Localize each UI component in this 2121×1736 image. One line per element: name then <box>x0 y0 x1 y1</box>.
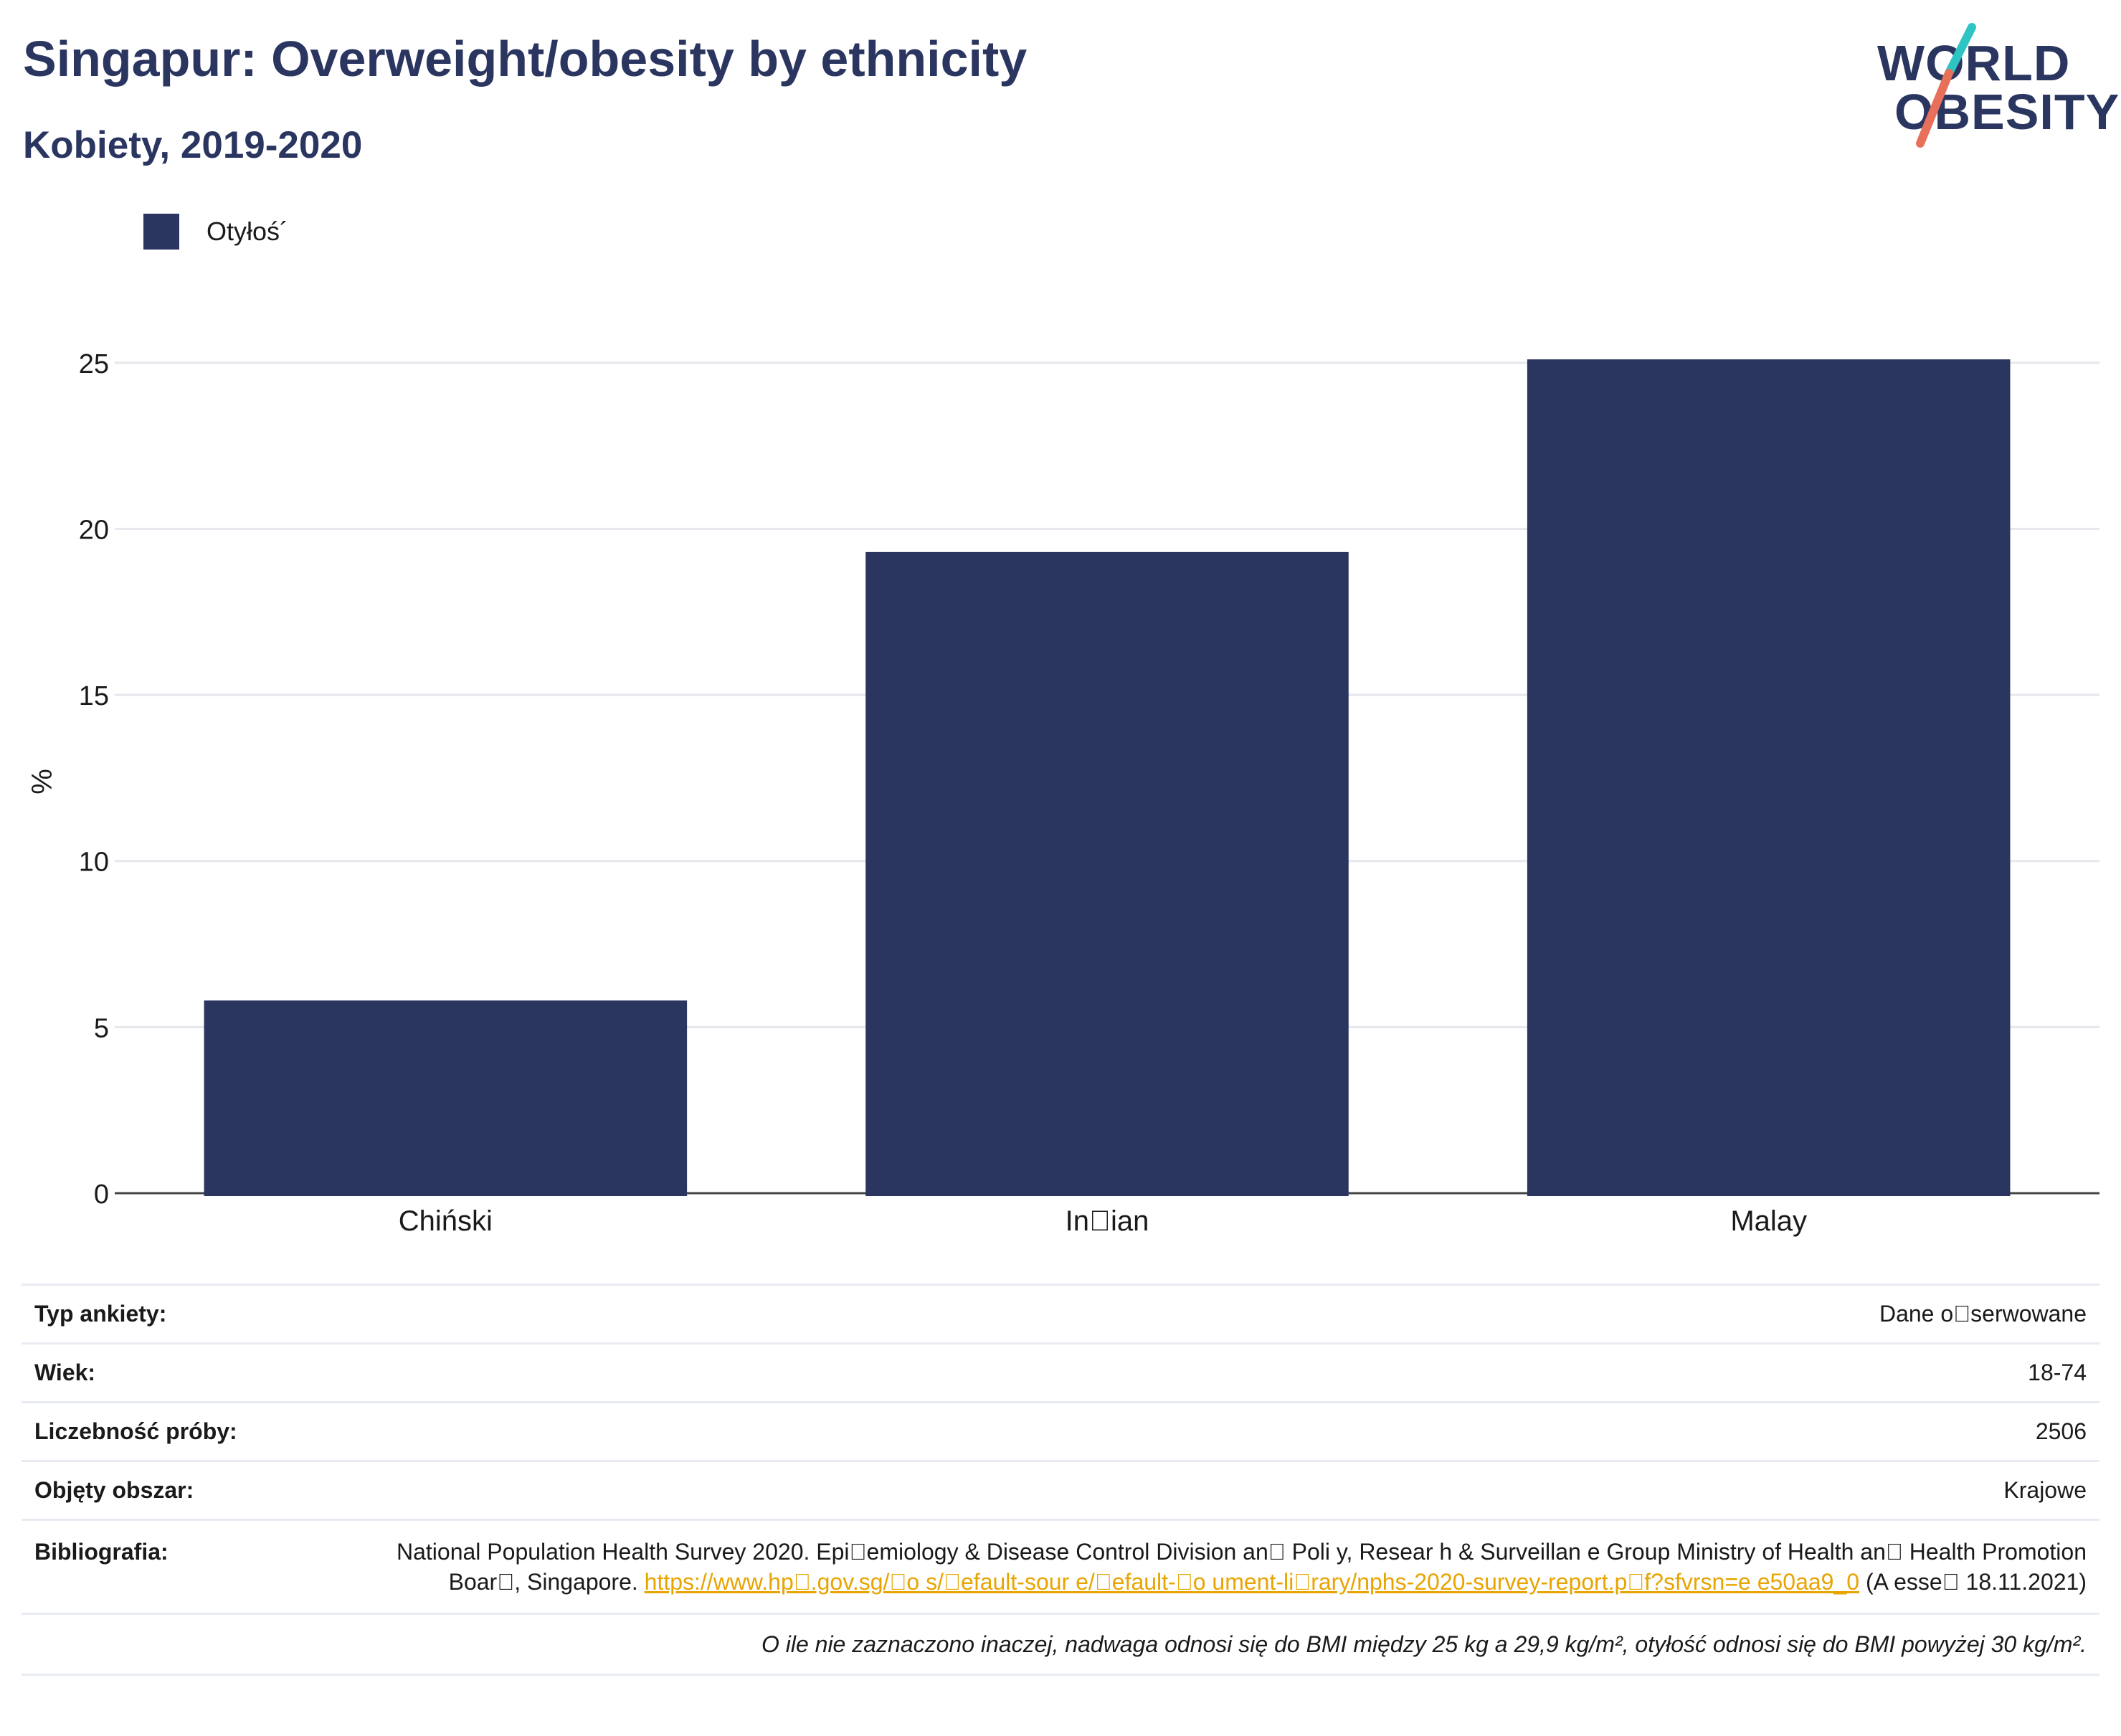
logo-line-world: WORLD <box>1877 35 2071 91</box>
sample-value: 2506 <box>334 1401 2099 1461</box>
legend: Otyłoś´ <box>143 214 288 250</box>
age-value: 18-74 <box>334 1342 2099 1403</box>
area-value: Krajowe <box>334 1460 2099 1520</box>
chart-title: Singapur: Overweight/obesity by ethnicit… <box>23 31 1028 87</box>
bars <box>204 359 2011 1197</box>
row-survey-type: Typ ankiety: Dane o serwowane <box>22 1284 2099 1344</box>
bar <box>1527 359 2011 1197</box>
x-tick-label: Malay <box>1730 1205 1807 1237</box>
bib-label: Bibliografia: <box>22 1519 334 1614</box>
y-tick-label: 10 <box>79 848 109 878</box>
age-label: Wiek: <box>22 1342 334 1403</box>
x-tick-label: Chiński <box>399 1205 493 1237</box>
survey-type-value: Dane o serwowane <box>334 1284 2099 1344</box>
bib-text: National Population Health Survey 2020. … <box>397 1539 2087 1595</box>
bar-chart: 0 5 10 15 20 25 Chiński In ian Malay % <box>27 349 2099 1237</box>
row-area: Objęty obszar: Krajowe <box>22 1460 2099 1520</box>
bib-accessed: (A esse  18.11.2021) <box>1865 1569 2087 1595</box>
info-table: Typ ankiety: Dane o serwowane Wiek: 18-7… <box>22 1284 2099 1676</box>
bar <box>865 551 1349 1196</box>
world-obesity-logo: WORLD OBESITY <box>1864 22 2119 151</box>
row-footnote: O ile nie zaznaczono inaczej, nadwaga od… <box>22 1613 2099 1676</box>
row-bibliography: Bibliografia: National Population Health… <box>22 1519 2099 1614</box>
row-sample-size: Liczebność próby: 2506 <box>22 1401 2099 1461</box>
survey-type-label: Typ ankiety: <box>22 1284 334 1344</box>
bib-value: National Population Health Survey 2020. … <box>334 1519 2099 1614</box>
bib-link[interactable]: https://www.hp .gov.sg/ o s/ efault-sour… <box>644 1569 1860 1595</box>
y-tick-label: 15 <box>79 681 109 711</box>
chart-subtitle: Kobiety, 2019-2020 <box>23 124 363 166</box>
x-tick-labels: Chiński In ian Malay <box>399 1205 1807 1237</box>
sample-label: Liczebność próby: <box>22 1401 334 1461</box>
legend-label: Otyłoś´ <box>207 217 289 246</box>
y-axis-label: % <box>27 769 58 795</box>
y-tick-label: 5 <box>94 1013 109 1043</box>
row-age: Wiek: 18-74 <box>22 1342 2099 1403</box>
legend-swatch <box>143 214 179 250</box>
bar <box>204 1000 688 1196</box>
y-tick-label: 25 <box>79 349 109 379</box>
footnote: O ile nie zaznaczono inaczej, nadwaga od… <box>22 1613 2099 1676</box>
x-tick-label: In ian <box>1066 1205 1149 1237</box>
logo-slash-icon <box>1916 23 1976 148</box>
area-label: Objęty obszar: <box>22 1460 334 1520</box>
y-tick-labels: 0 5 10 15 20 25 <box>79 349 109 1210</box>
y-tick-label: 20 <box>79 515 109 545</box>
y-tick-label: 0 <box>94 1180 109 1210</box>
